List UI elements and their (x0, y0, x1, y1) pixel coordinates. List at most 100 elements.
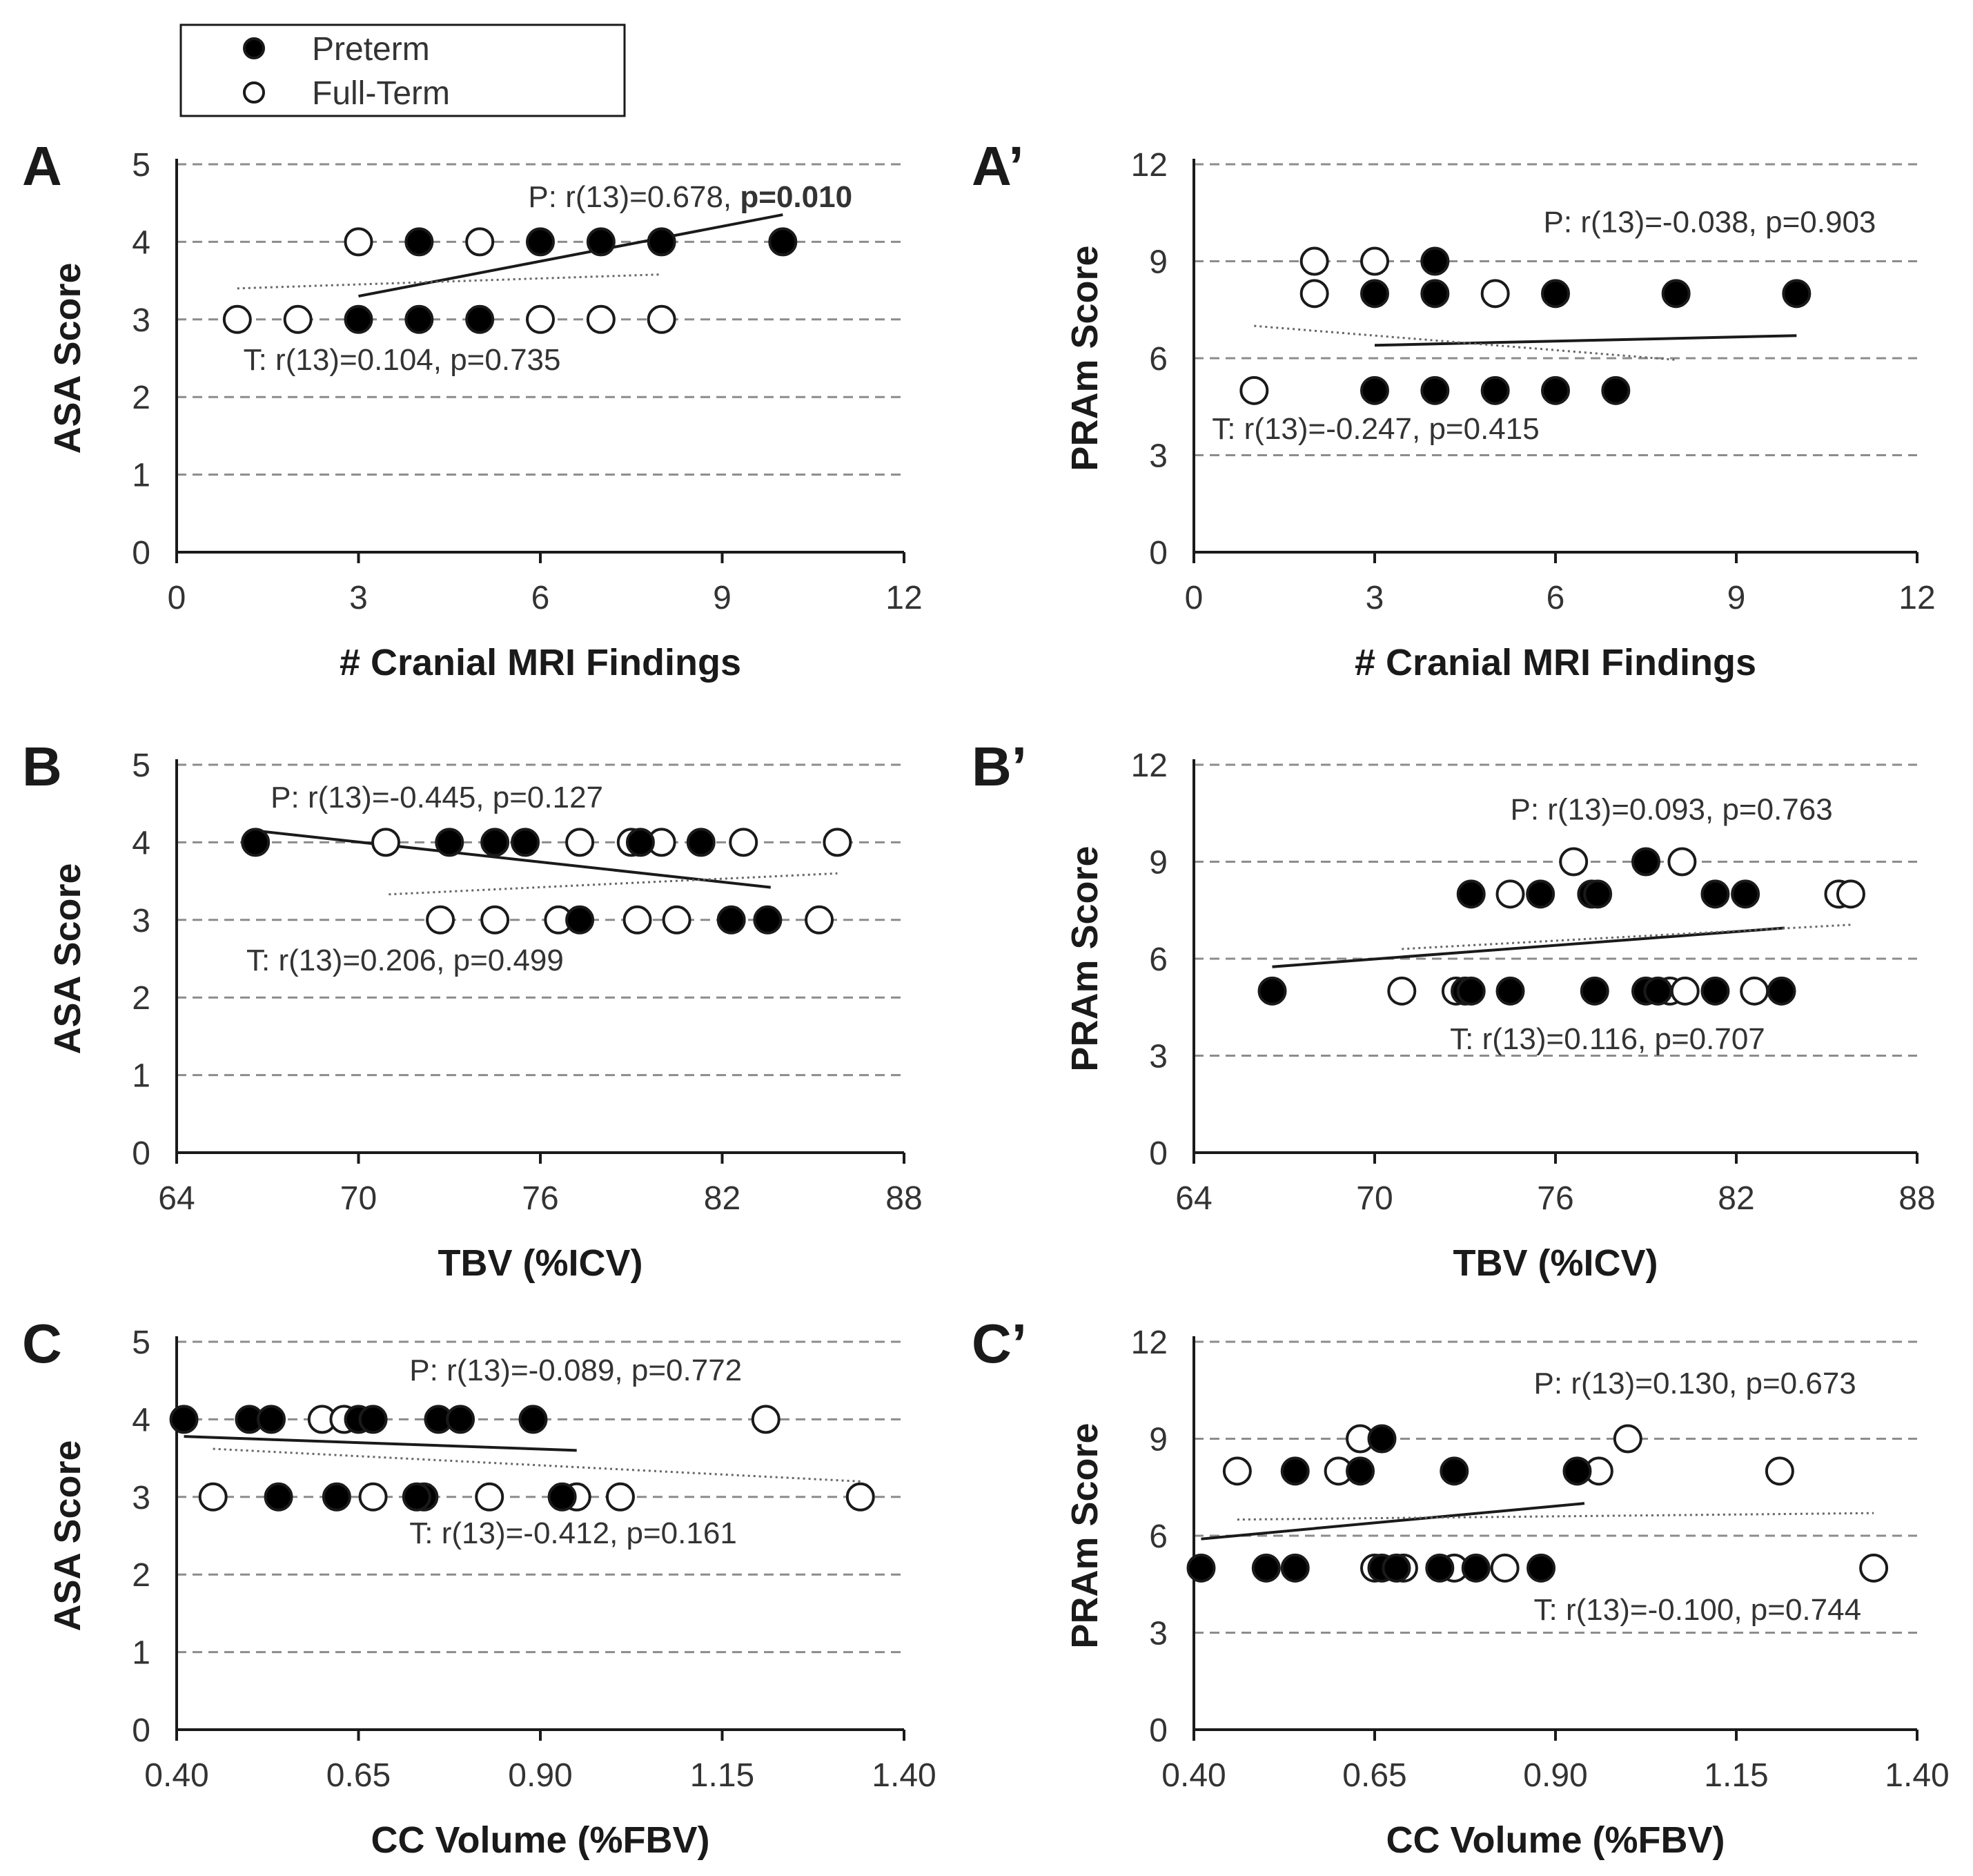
x-tick-label: 6 (531, 580, 550, 616)
x-tick-label: 0.90 (508, 1757, 572, 1794)
point-preterm (753, 905, 783, 935)
annotation-bold: p=0.010 (740, 180, 852, 214)
point-preterm (565, 905, 595, 935)
point-preterm (264, 1482, 293, 1512)
annotation: T: r(13)=0.116, p=0.707 (1450, 1022, 1765, 1056)
point-preterm (625, 828, 655, 857)
x-tick-label: 0.65 (1342, 1757, 1406, 1794)
panel-B: 0 1 2 3 4 5 64 70 76 82 88 TBV (%ICV) ASA Score B P: r… (22, 736, 923, 1284)
trendline-fullterm (1254, 324, 1676, 361)
y-tick-label: 6 (1149, 341, 1168, 378)
x-tick-label: 64 (1175, 1180, 1212, 1217)
point-preterm (404, 227, 434, 257)
x-axis-label: TBV (%ICV) (438, 1242, 643, 1284)
point-fullterm (1670, 976, 1700, 1006)
x-tick-label: 88 (885, 1180, 922, 1217)
point-preterm (435, 828, 464, 857)
y-tick-label: 1 (132, 1058, 150, 1095)
y-tick-label: 2 (132, 1557, 150, 1594)
point-preterm (402, 1482, 431, 1512)
point-fullterm (426, 905, 455, 935)
point-fullterm (622, 905, 652, 935)
point-preterm (358, 1405, 388, 1434)
point-fullterm (1667, 847, 1697, 877)
point-preterm (1360, 279, 1389, 309)
x-tick-label: 0 (168, 580, 186, 616)
y-tick-label: 4 (132, 1402, 150, 1438)
trendline-fullterm (213, 1447, 861, 1483)
point-preterm (322, 1482, 351, 1512)
x-tick-label: 6 (1547, 580, 1565, 616)
annotation: P: r(13)=0.093, p=0.763 (1511, 793, 1833, 827)
y-tick-label: 1 (132, 458, 150, 494)
point-fullterm (1859, 1553, 1889, 1583)
point-preterm (1580, 976, 1609, 1006)
annotation-text: P: r(13)=-0.445, p=0.127 (271, 781, 603, 814)
point-fullterm (1765, 1456, 1794, 1486)
x-tick-label: 70 (340, 1180, 377, 1217)
trendline-fullterm (1402, 924, 1852, 950)
point-preterm (257, 1405, 286, 1434)
point-preterm (547, 1482, 577, 1512)
point-fullterm (222, 304, 252, 334)
point-preterm (1382, 1553, 1411, 1583)
point-fullterm (1490, 1553, 1520, 1583)
point-preterm (586, 227, 616, 257)
point-fullterm (358, 1482, 388, 1512)
y-axis-label: ASA Score (47, 863, 88, 1054)
point-preterm (1461, 1553, 1491, 1583)
y-tick-label: 9 (1149, 244, 1168, 281)
point-preterm (1583, 879, 1613, 909)
trendline-preterm (1272, 926, 1785, 968)
x-tick-label: 1.40 (1885, 1757, 1949, 1794)
y-axis-label: PRAm Score (1064, 846, 1106, 1071)
y-tick-label: 3 (132, 1480, 150, 1516)
y-axis-label: ASA Score (47, 262, 88, 453)
point-preterm (1700, 976, 1730, 1006)
point-fullterm (845, 1482, 875, 1512)
x-tick-label: 82 (1718, 1180, 1754, 1217)
point-fullterm (565, 828, 595, 857)
x-tick-label: 0.90 (1523, 1757, 1587, 1794)
annotation-text: T: r(13)=0.206, p=0.499 (246, 944, 564, 977)
x-tick-label: 76 (522, 1180, 558, 1217)
point-preterm (1420, 279, 1450, 309)
trendline-preterm (1201, 1502, 1585, 1541)
point-fullterm (605, 1482, 635, 1512)
point-fullterm (480, 905, 510, 935)
point-fullterm (1222, 1456, 1252, 1486)
point-fullterm (586, 304, 616, 334)
x-tick-label: 64 (158, 1180, 195, 1217)
point-fullterm (1360, 246, 1389, 276)
x-tick-label: 9 (713, 580, 732, 616)
annotation-text: P: r(13)=0.678, (528, 180, 740, 214)
point-fullterm (283, 304, 313, 334)
trendline-fullterm (1237, 1512, 1874, 1521)
point-preterm (686, 828, 716, 857)
y-axis-label: ASA Score (47, 1440, 88, 1631)
y-tick-label: 3 (132, 903, 150, 939)
y-tick-label: 2 (132, 380, 150, 416)
point-fullterm (1613, 1424, 1642, 1454)
y-tick-label: 0 (1149, 535, 1168, 571)
point-preterm (1440, 1456, 1469, 1486)
annotation: T: r(13)=-0.100, p=0.744 (1534, 1593, 1862, 1627)
point-fullterm (526, 304, 555, 334)
point-fullterm (1740, 976, 1769, 1006)
point-preterm (169, 1405, 199, 1434)
point-fullterm (1239, 375, 1269, 405)
point-fullterm (823, 828, 852, 857)
panel-C-prime: 0 3 6 9 12 0.40 0.65 0.90 1.15 1.40 CC Volume (%FB… (972, 1313, 1950, 1861)
x-axis-label: CC Volume (%FBV) (1386, 1819, 1725, 1861)
point-preterm (1526, 879, 1555, 909)
point-preterm (1280, 1456, 1310, 1486)
y-axis-label: PRAm Score (1064, 1423, 1106, 1648)
x-tick-label: 3 (1366, 580, 1384, 616)
x-tick-label: 82 (704, 1180, 740, 1217)
point-preterm (1420, 375, 1450, 405)
panel-label: B (22, 736, 62, 797)
point-fullterm (662, 905, 691, 935)
trendline-preterm (255, 829, 771, 889)
